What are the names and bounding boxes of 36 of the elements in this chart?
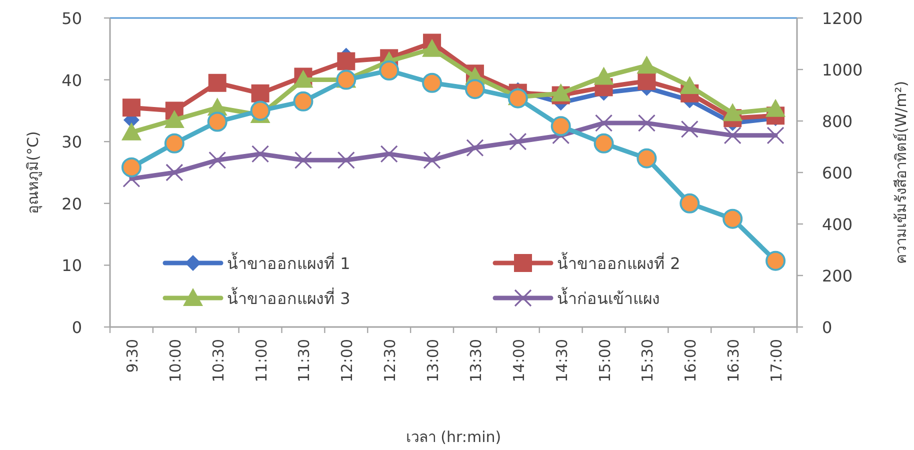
x-tick-label: 14:30	[552, 339, 571, 382]
y2-tick-label: 1000	[822, 60, 863, 80]
y-tick-label: 20	[62, 194, 82, 214]
y2-tick-label: 600	[822, 164, 853, 182]
x-tick-label: 13:30	[466, 339, 485, 382]
y-tick-label: 40	[62, 70, 82, 90]
y2-tick-label: 1200	[822, 9, 863, 28]
y-tick-label: 50	[62, 9, 82, 28]
x-tick-label: 16:30	[724, 339, 743, 382]
x-tick-label: 14:00	[510, 339, 528, 382]
y2-tick-label: 400	[822, 215, 853, 234]
legend-label: น้ำขาออกแผงที่ 2	[557, 252, 680, 273]
x-tick-label: 13:00	[424, 339, 442, 382]
legend-label: น้ำขาออกแผงที่ 1	[227, 252, 350, 273]
y2-axis-title: ความเข้มรังสีอาทิตย์(W/m²)	[892, 80, 910, 264]
y2-tick-label: 800	[822, 112, 853, 131]
x-tick-label: 12:30	[381, 339, 400, 382]
x-tick-label: 16:00	[682, 339, 700, 382]
y-tick-label: 10	[62, 256, 82, 276]
x-tick-label: 11:00	[252, 339, 270, 382]
x-tick-label: 10:30	[209, 339, 228, 382]
x-tick-label: 9:30	[123, 339, 142, 373]
x-tick-label: 12:00	[338, 339, 356, 382]
y-tick-label: 0	[72, 318, 82, 337]
y-axis-title: อุณหภูมิ(°C)	[24, 131, 43, 214]
y2-tick-label: 0	[822, 318, 832, 337]
legend-label: น้ำก่อนเข้าแผง	[557, 287, 660, 308]
x-tick-label: 17:00	[768, 339, 786, 382]
x-tick-label: 10:00	[166, 339, 184, 382]
legend-label: น้ำขาออกแผงที่ 3	[227, 287, 350, 308]
x-axis-title: เวลา (hr:min)	[406, 428, 502, 446]
x-tick-label: 11:30	[295, 339, 314, 382]
y-tick-label: 30	[62, 132, 82, 152]
x-tick-label: 15:00	[596, 339, 614, 382]
x-tick-label: 15:30	[638, 339, 657, 382]
y2-tick-label: 200	[822, 266, 853, 286]
